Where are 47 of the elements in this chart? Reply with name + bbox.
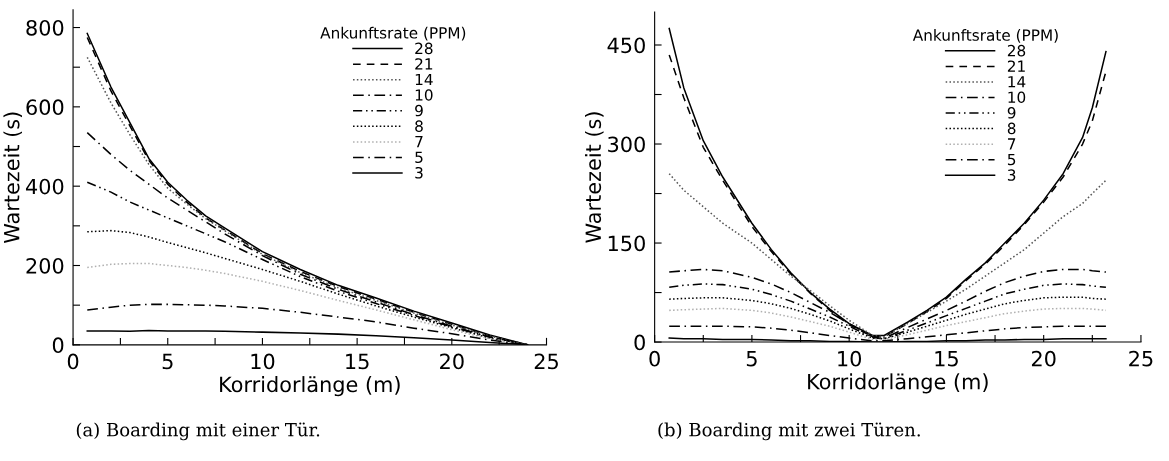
y-tick-label: 200 xyxy=(26,257,64,274)
text: (a) Boarding mit einer Tür. xyxy=(76,422,320,441)
x-tick-label: 5 xyxy=(746,351,757,367)
legend-title: Ankunftsrate (PPM) xyxy=(320,26,466,41)
legend-label: 8 xyxy=(1007,122,1016,135)
legend-title: Ankunftsrate (PPM) xyxy=(912,29,1058,43)
text: (b) Boarding mit zwei Türen. xyxy=(658,422,920,441)
y-tick-label: 600 xyxy=(26,99,64,116)
y-tick-label: 450 xyxy=(607,37,645,54)
legend-label: 21 xyxy=(415,58,433,70)
legend-label: 28 xyxy=(415,42,433,55)
x-tick-label: 20 xyxy=(440,353,464,370)
legend-label: 28 xyxy=(1007,44,1026,57)
legend-label: 10 xyxy=(415,89,433,101)
x-axis-title: Korridorlänge (m) xyxy=(220,376,400,397)
y-tick-label: 400 xyxy=(25,178,64,195)
y-axis-title: Wartezeit (s) xyxy=(584,112,604,243)
x-tick-label: 15 xyxy=(346,353,369,370)
legend-label: 9 xyxy=(415,104,423,117)
x-tick-label: 0 xyxy=(67,353,79,370)
y-tick-label: 150 xyxy=(608,235,645,252)
legend-label: 3 xyxy=(415,167,423,179)
x-tick-label: 25 xyxy=(534,353,558,370)
y-tick-label: 800 xyxy=(26,19,64,36)
legend-label: 7 xyxy=(415,136,423,148)
x-tick-label: 10 xyxy=(251,353,275,370)
x-tick-label: 15 xyxy=(935,351,958,367)
y-tick-label: 0 xyxy=(52,337,64,354)
legend-label: 10 xyxy=(1008,91,1026,104)
y-axis-title: Wartezeit (s) xyxy=(3,112,22,244)
x-tick-label: 10 xyxy=(838,350,862,367)
x-tick-label: 20 xyxy=(1031,350,1056,367)
legend-label: 14 xyxy=(1008,76,1026,88)
x-tick-label: 25 xyxy=(1129,350,1153,367)
y-tick-label: 0 xyxy=(634,334,645,351)
x-axis-title: Korridorlänge (m) xyxy=(808,373,988,394)
x-tick-label: 5 xyxy=(162,353,173,370)
legend-label: 9 xyxy=(1007,107,1016,119)
legend-label: 5 xyxy=(415,151,423,164)
legend-label: 7 xyxy=(1008,138,1016,150)
legend-label: 14 xyxy=(415,73,433,86)
y-tick-label: 300 xyxy=(608,136,645,153)
x-tick-label: 0 xyxy=(649,350,660,367)
legend-label: 3 xyxy=(1007,169,1016,181)
legend-label: 5 xyxy=(1007,153,1016,166)
legend-label: 8 xyxy=(415,120,423,132)
legend-label: 21 xyxy=(1007,60,1025,72)
